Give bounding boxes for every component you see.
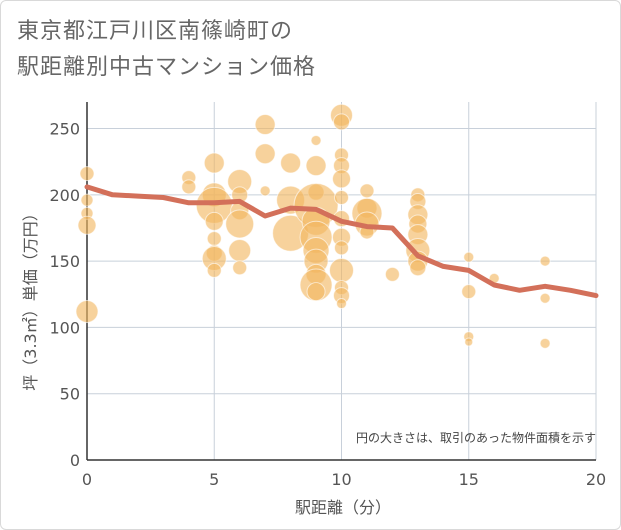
bubble-point [332, 169, 351, 189]
bubble-point [77, 215, 97, 235]
title-line-1: 東京都江戸川区南篠崎町の [17, 19, 294, 44]
bubble-point [336, 298, 347, 310]
bubble-series [75, 103, 551, 349]
bubble-point [79, 166, 95, 182]
bubble-point [409, 259, 427, 277]
x-tick-label: 10 [331, 470, 351, 489]
bubble-point [232, 260, 248, 276]
bubble-point [204, 211, 224, 231]
bubble-point [384, 266, 400, 282]
trend-line [84, 184, 599, 299]
bubble-point [329, 257, 354, 283]
bubble-point [206, 262, 222, 278]
tick-labels: 0 50 100 150 200 250 0 5 10 15 20 [49, 120, 606, 489]
bubble-point [334, 240, 349, 256]
y-axis-label: 坪（3.3㎡）単価（万円） [21, 205, 40, 390]
bubble-point [463, 251, 475, 263]
note-text: 円の大きさは、取引のあった物件面積を示す [356, 430, 596, 445]
y-tick-label: 250 [49, 120, 80, 139]
y-tick-label: 0 [70, 451, 80, 470]
y-tick-label: 150 [49, 252, 80, 271]
x-axis-label: 駅距離（分） [295, 498, 391, 517]
bubble-point [280, 152, 302, 174]
bubble-point [181, 179, 197, 195]
bubble-point [203, 152, 225, 174]
bubble-point [461, 284, 477, 300]
bubble-point [333, 113, 350, 131]
bubble-point [359, 183, 375, 199]
y-tick-label: 100 [49, 318, 80, 337]
bubble-point [306, 282, 326, 302]
bubble-point [310, 134, 322, 146]
y-tick-label: 200 [49, 186, 80, 205]
bubble-point [464, 337, 474, 347]
bubble-point [75, 299, 99, 323]
bubble-point [254, 143, 276, 165]
x-tick-label: 20 [586, 470, 606, 489]
bubble-point [206, 231, 222, 247]
x-tick-label: 0 [82, 470, 92, 489]
bubble-point [254, 114, 276, 136]
bubble-point [539, 337, 551, 349]
bubble-point [305, 155, 327, 177]
bubble-point [334, 189, 349, 205]
chart-title: 東京都江戸川区南篠崎町の 駅距離別中古マンション価格 [17, 14, 316, 86]
x-tick-label: 5 [209, 470, 219, 489]
bubble-point [80, 193, 94, 207]
title-line-2: 駅距離別中古マンション価格 [17, 55, 317, 80]
bubble-point [539, 292, 551, 304]
x-tick-label: 15 [459, 470, 479, 489]
bubble-point [259, 185, 271, 197]
bubble-point [225, 209, 255, 239]
bubble-point [228, 239, 252, 263]
bubble-point [539, 255, 551, 267]
y-tick-label: 50 [60, 385, 80, 404]
